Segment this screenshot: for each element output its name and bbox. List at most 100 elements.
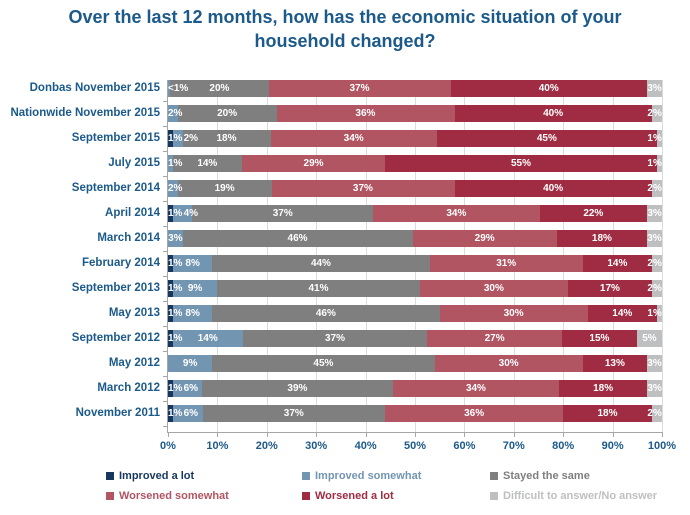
segment-worsened-somewhat bbox=[270, 130, 437, 147]
bar-row-september-2012: 1% 14% 37% 27% 15% 5% bbox=[168, 330, 662, 347]
value-label-improved-somewhat: 6% bbox=[183, 383, 199, 394]
value-label-difficult-to-answer-no-answer: 1% bbox=[647, 158, 662, 169]
legend-item-worsened-a-lot: Worsened a lot bbox=[302, 486, 490, 506]
segment-improved-a-lot bbox=[168, 405, 173, 422]
chart-title: Over the last 12 months, how has the eco… bbox=[68, 7, 622, 51]
segment-stayed-the-same bbox=[170, 80, 269, 97]
segment-worsened-somewhat bbox=[392, 380, 560, 397]
segment-improved-somewhat bbox=[172, 380, 203, 397]
segment-stayed-the-same bbox=[192, 205, 374, 222]
bar-row-july-2015: 1% 14% 29% 55% 1% bbox=[168, 155, 662, 172]
segment-stayed-the-same bbox=[182, 230, 413, 247]
value-label-difficult-to-answer-no-answer: 5% bbox=[642, 333, 657, 344]
value-label-worsened-somewhat: 34% bbox=[446, 208, 467, 219]
segment-difficult-to-answer-no-answer bbox=[637, 330, 662, 347]
segment-stayed-the-same bbox=[212, 255, 430, 272]
segment-improved-a-lot bbox=[168, 205, 173, 222]
legend-label-difficult-to-answer-no-answer: Difficult to answer/No answer bbox=[503, 490, 658, 502]
x-axis-line bbox=[167, 432, 663, 433]
value-label-worsened-a-lot: 45% bbox=[536, 133, 557, 144]
value-label-worsened-somewhat: 36% bbox=[355, 108, 376, 119]
value-label-improved-somewhat: 2% bbox=[183, 133, 199, 144]
bar-row-may-2013: 1% 8% 46% 30% 14% 1% bbox=[168, 305, 662, 322]
segment-improved-somewhat bbox=[172, 205, 193, 222]
value-label-difficult-to-answer-no-answer: 2% bbox=[647, 283, 662, 294]
value-label-improved-a-lot: 1% bbox=[168, 383, 183, 394]
category-label-september-2014: September 2014 bbox=[71, 182, 160, 194]
value-label-difficult-to-answer-no-answer: 2% bbox=[647, 183, 662, 194]
x-axis-label: 0% bbox=[160, 440, 176, 452]
value-label-improved-a-lot: 1% bbox=[168, 283, 183, 294]
x-axis-label: 10% bbox=[206, 440, 229, 452]
y-axis-tick bbox=[163, 426, 167, 427]
value-label-worsened-somewhat: 29% bbox=[474, 233, 495, 244]
value-label-worsened-somewhat: 31% bbox=[496, 258, 517, 269]
value-label-improved-a-lot: 1% bbox=[168, 133, 183, 144]
segment-improved-a-lot bbox=[168, 305, 173, 322]
segment-worsened-somewhat bbox=[276, 105, 455, 122]
segment-stayed-the-same bbox=[212, 305, 440, 322]
value-label-improved-a-lot: 1% bbox=[168, 408, 183, 419]
value-label-worsened-somewhat: 34% bbox=[343, 133, 364, 144]
segment-improved-somewhat bbox=[168, 155, 173, 172]
segment-difficult-to-answer-no-answer bbox=[652, 255, 662, 272]
value-label-improved-somewhat: 8% bbox=[185, 308, 200, 319]
x-axis-label: 80% bbox=[552, 440, 575, 452]
bar-row-donbas-november-2015: <1% 20% 37% 40% 3% bbox=[168, 80, 662, 97]
y-axis-tick bbox=[163, 151, 167, 152]
y-axis-tick bbox=[163, 126, 167, 127]
value-label-improved-somewhat: 9% bbox=[182, 358, 198, 369]
segment-worsened-somewhat bbox=[385, 405, 564, 422]
segment-worsened-a-lot bbox=[437, 130, 658, 147]
legend-label-stayed-the-same: Stayed the same bbox=[503, 470, 590, 482]
segment-worsened-a-lot bbox=[450, 80, 648, 97]
value-label-worsened-somewhat: 36% bbox=[464, 408, 485, 419]
x-axis-label: 60% bbox=[453, 440, 476, 452]
segment-improved-a-lot bbox=[168, 255, 173, 272]
y-axis-tick bbox=[163, 276, 167, 277]
value-label-improved-somewhat: 14% bbox=[197, 333, 218, 344]
value-label-improved-a-lot: 1% bbox=[168, 308, 183, 319]
segment-worsened-somewhat bbox=[427, 330, 563, 347]
legend-swatch-improved-somewhat bbox=[302, 472, 310, 480]
value-label-improved-somewhat: 8% bbox=[185, 258, 200, 269]
value-label-stayed-the-same: 18% bbox=[216, 133, 237, 144]
segment-worsened-a-lot bbox=[385, 155, 658, 172]
segment-worsened-a-lot bbox=[562, 330, 638, 347]
value-label-difficult-to-answer-no-answer: 3% bbox=[647, 358, 662, 369]
value-label-worsened-a-lot: 40% bbox=[543, 183, 564, 194]
segment-worsened-somewhat bbox=[434, 355, 583, 372]
x-axis-label: 40% bbox=[354, 440, 377, 452]
plot-area: <1% 20% 37% 40% 3% 2% 20% 36% 40% 2% 1% 2% 18% 34% 45%… bbox=[168, 80, 663, 432]
segment-difficult-to-answer-no-answer bbox=[657, 305, 662, 322]
segment-improved-somewhat bbox=[172, 280, 218, 297]
value-label-stayed-the-same: 45% bbox=[313, 358, 334, 369]
y-axis-tick bbox=[163, 326, 167, 327]
value-label-stayed-the-same: 37% bbox=[272, 208, 293, 219]
segment-difficult-to-answer-no-answer bbox=[657, 130, 662, 147]
value-label-worsened-a-lot: 17% bbox=[599, 283, 620, 294]
value-label-worsened-a-lot: 13% bbox=[604, 358, 625, 369]
legend-swatch-difficult-to-answer-no-answer bbox=[490, 492, 498, 500]
value-label-worsened-somewhat: 34% bbox=[465, 383, 486, 394]
segment-worsened-a-lot bbox=[559, 380, 648, 397]
segment-worsened-somewhat bbox=[271, 180, 455, 197]
value-label-worsened-somewhat: 29% bbox=[303, 158, 324, 169]
segment-stayed-the-same bbox=[182, 130, 271, 147]
category-axis: Donbas November 2015 Nationwide November … bbox=[0, 80, 160, 422]
segment-difficult-to-answer-no-answer bbox=[647, 80, 662, 97]
legend-swatch-worsened-a-lot bbox=[302, 492, 310, 500]
x-axis-label: 50% bbox=[403, 440, 427, 452]
segment-worsened-somewhat bbox=[373, 205, 540, 222]
value-label-worsened-a-lot: 18% bbox=[593, 383, 614, 394]
value-label-difficult-to-answer-no-answer: 2% bbox=[647, 408, 662, 419]
value-label-improved-somewhat: 4% bbox=[183, 208, 199, 219]
segment-improved-a-lot bbox=[168, 280, 173, 297]
bar-row-march-2012: 1% 6% 39% 34% 18% 3% bbox=[168, 380, 662, 397]
bar-row-may-2012: 9% 45% 30% 13% 3% bbox=[168, 355, 662, 372]
y-axis-tick bbox=[163, 251, 167, 252]
legend-swatch-worsened-somewhat bbox=[106, 492, 114, 500]
value-label-stayed-the-same: 41% bbox=[308, 283, 329, 294]
x-axis-tick bbox=[266, 433, 268, 437]
value-label-stayed-the-same: 19% bbox=[214, 183, 235, 194]
